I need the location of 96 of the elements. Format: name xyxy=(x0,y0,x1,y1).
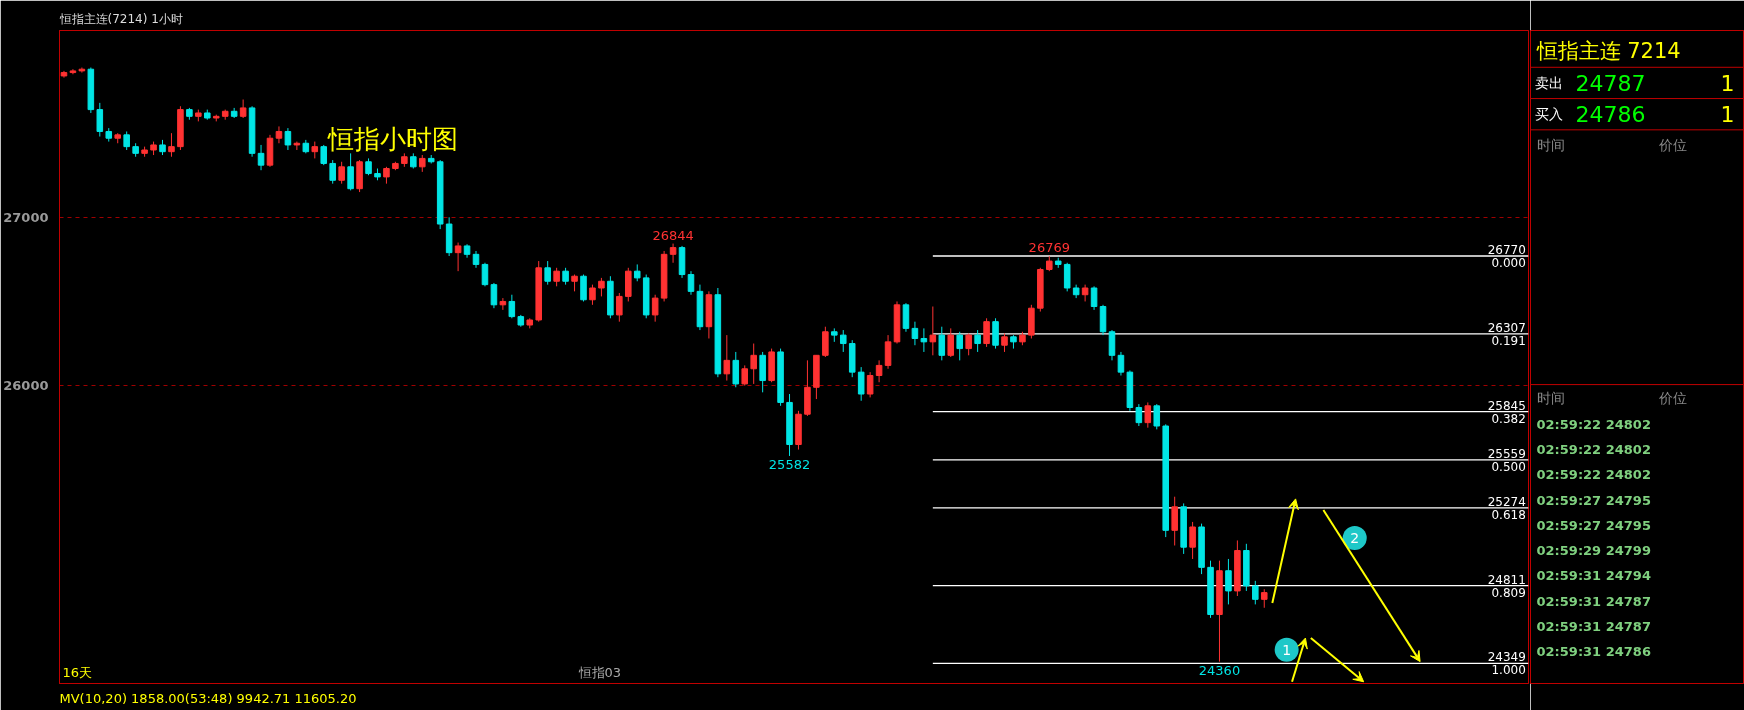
text: 02:59:27 24795 xyxy=(1536,517,1651,533)
ref-line-label: 24349 1.000 xyxy=(1487,650,1526,678)
candlestick xyxy=(553,267,560,287)
candlestick xyxy=(1117,351,1125,377)
candlestick xyxy=(1225,558,1232,605)
candlestick xyxy=(275,125,283,144)
candlestick xyxy=(96,102,104,138)
candlestick xyxy=(651,294,659,323)
candlestick xyxy=(508,294,516,319)
text: 02:59:22 24802 xyxy=(1536,441,1651,457)
candlestick xyxy=(965,332,972,356)
candlestick xyxy=(1108,329,1116,361)
annotation: 1 xyxy=(1282,641,1292,658)
y-tick-label: 26000 xyxy=(3,378,49,394)
candlestick xyxy=(239,99,247,119)
text: MV(10,20) 1858.00(53:48) 9942.71 11605.20 xyxy=(59,690,357,706)
candlestick xyxy=(1189,521,1196,560)
candlestick xyxy=(1171,496,1178,546)
candlestick xyxy=(257,144,265,171)
text: 02:59:22 24802 xyxy=(1536,416,1651,432)
text: 时间 价位 xyxy=(1536,390,1687,407)
candlestick xyxy=(669,243,677,264)
text: 恒指小时图 xyxy=(326,123,458,154)
candlestick xyxy=(1252,580,1259,605)
ref-line-label: 26770 0.000 xyxy=(1487,243,1526,271)
annotation: 16天 xyxy=(62,664,93,680)
ref-line-label: 25559 0.500 xyxy=(1487,446,1526,474)
text: 时间 价位 xyxy=(1536,136,1687,153)
text: 02:59:27 24795 xyxy=(1536,492,1651,508)
candlestick xyxy=(929,306,937,356)
candlestick xyxy=(329,159,336,185)
candlestick xyxy=(1063,262,1071,292)
candlestick xyxy=(499,297,507,311)
candlestick xyxy=(741,364,749,387)
candlestick xyxy=(1090,285,1098,311)
text: 02:59:29 24799 xyxy=(1536,543,1651,559)
candlestick xyxy=(168,132,175,158)
candlestick xyxy=(580,274,587,302)
candlestick xyxy=(938,326,946,361)
candlestick xyxy=(454,242,462,272)
candlestick xyxy=(338,161,345,185)
candlestick xyxy=(1081,284,1089,302)
candlestick xyxy=(616,292,623,323)
candlestick xyxy=(920,327,928,353)
candlestick xyxy=(598,277,605,297)
candlestick xyxy=(589,284,596,306)
text: 02:59:22 24802 xyxy=(1536,467,1651,483)
annotation: 26844 xyxy=(652,227,694,243)
candlestick xyxy=(992,317,999,350)
candlestick xyxy=(723,334,731,382)
y-tick-label: 27000 xyxy=(3,209,49,225)
candlestick xyxy=(347,152,354,191)
candlestick xyxy=(1001,332,1008,353)
ref-line-label: 26307 0.191 xyxy=(1487,320,1526,348)
candlestick xyxy=(911,321,919,346)
candlestick xyxy=(839,329,847,353)
ref-line-label: 25845 0.382 xyxy=(1487,398,1526,426)
candlestick xyxy=(1260,588,1268,609)
candlestick xyxy=(123,130,130,151)
candlestick xyxy=(875,359,883,383)
annotation: 24360 xyxy=(1198,662,1241,678)
candlestick xyxy=(947,327,955,358)
candlestick xyxy=(983,317,990,348)
candlestick xyxy=(822,326,829,358)
text: 02:59:31 24794 xyxy=(1536,568,1651,584)
candlestick xyxy=(1135,403,1143,427)
chart-title: 恒指主连(7214) 1小时 xyxy=(58,11,183,26)
candlestick xyxy=(490,282,498,309)
candlestick xyxy=(857,366,865,402)
annotation: 26769 xyxy=(1028,240,1070,256)
candlestick xyxy=(284,127,292,151)
candlestick xyxy=(750,343,757,385)
candlestick xyxy=(956,331,963,361)
candlestick xyxy=(481,262,489,287)
candlestick xyxy=(732,351,740,388)
candlestick xyxy=(866,371,874,398)
candlestick xyxy=(1144,401,1152,429)
text: 02:59:31 24787 xyxy=(1536,593,1651,609)
text: 卖出 24787 1 xyxy=(1534,70,1735,96)
candlestick xyxy=(884,334,892,370)
candlestick xyxy=(902,302,910,333)
ref-line-label: 25274 0.618 xyxy=(1487,494,1526,522)
candlestick xyxy=(1153,403,1161,430)
text: 恒指主连 7214 xyxy=(1535,38,1681,63)
ref-line-label: 24811 0.809 xyxy=(1487,572,1526,600)
candlestick xyxy=(544,260,551,286)
annotation: 25582 xyxy=(768,456,811,472)
candlestick xyxy=(974,329,981,353)
candlestick xyxy=(320,144,328,166)
text: 02:59:31 24786 xyxy=(1536,644,1651,660)
text: 买入 24786 1 xyxy=(1534,102,1735,128)
text: 02:59:31 24787 xyxy=(1536,618,1651,634)
candlestick xyxy=(687,270,695,296)
candlestick xyxy=(293,141,301,151)
annotation: 恒指03 xyxy=(577,664,622,680)
annotation: 2 xyxy=(1350,529,1360,546)
